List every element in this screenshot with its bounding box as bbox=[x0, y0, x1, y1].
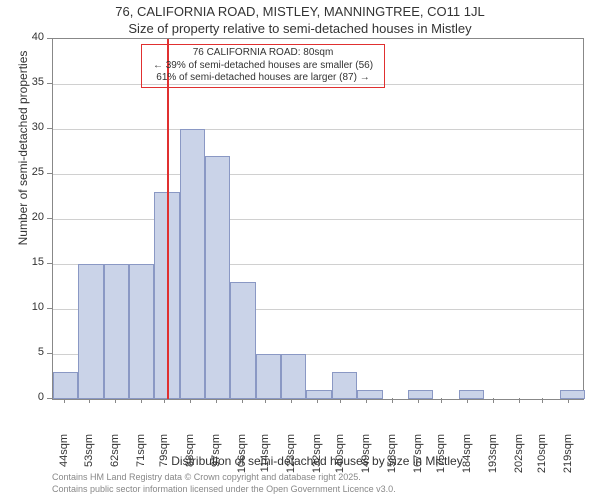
ytick-mark bbox=[47, 398, 52, 399]
ytick-mark bbox=[47, 308, 52, 309]
xtick-mark bbox=[542, 398, 543, 403]
xtick-mark bbox=[441, 398, 442, 403]
histogram-bar bbox=[205, 156, 230, 399]
xtick-label: 149sqm bbox=[360, 434, 372, 484]
histogram-bar bbox=[53, 372, 78, 399]
xtick-mark bbox=[493, 398, 494, 403]
ytick-label: 25 bbox=[22, 166, 44, 178]
xtick-label: 62sqm bbox=[109, 434, 121, 484]
gridline bbox=[53, 174, 583, 175]
chart-container: 76, CALIFORNIA ROAD, MISTLEY, MANNINGTRE… bbox=[0, 0, 600, 500]
ytick-label: 20 bbox=[22, 211, 44, 223]
xtick-mark bbox=[519, 398, 520, 403]
ytick-mark bbox=[47, 38, 52, 39]
xtick-label: 219sqm bbox=[562, 434, 574, 484]
annotation-box: 76 CALIFORNIA ROAD: 80sqm← 39% of semi-d… bbox=[141, 44, 385, 88]
annotation-line: 76 CALIFORNIA ROAD: 80sqm bbox=[146, 47, 380, 60]
histogram-bar bbox=[357, 390, 382, 399]
histogram-bar bbox=[332, 372, 357, 399]
ytick-mark bbox=[47, 83, 52, 84]
ytick-mark bbox=[47, 218, 52, 219]
ytick-label: 30 bbox=[22, 121, 44, 133]
xtick-label: 184sqm bbox=[461, 434, 473, 484]
ytick-label: 35 bbox=[22, 76, 44, 88]
xtick-label: 140sqm bbox=[334, 434, 346, 484]
gridline bbox=[53, 129, 583, 130]
annotation-line: ← 39% of semi-detached houses are smalle… bbox=[146, 60, 380, 73]
reference-line bbox=[167, 39, 169, 399]
histogram-bar bbox=[230, 282, 255, 399]
xtick-label: 53sqm bbox=[83, 434, 95, 484]
ytick-label: 15 bbox=[22, 256, 44, 268]
histogram-bar bbox=[78, 264, 103, 399]
gridline bbox=[53, 219, 583, 220]
histogram-bar bbox=[129, 264, 154, 399]
y-axis-label: Number of semi-detached properties bbox=[16, 0, 30, 328]
chart-title-line1: 76, CALIFORNIA ROAD, MISTLEY, MANNINGTRE… bbox=[0, 4, 600, 19]
histogram-bar bbox=[306, 390, 331, 399]
ytick-mark bbox=[47, 353, 52, 354]
histogram-bar bbox=[180, 129, 205, 399]
chart-title-line2: Size of property relative to semi-detach… bbox=[0, 21, 600, 36]
histogram-bar bbox=[104, 264, 129, 399]
ytick-label: 40 bbox=[22, 31, 44, 43]
xtick-label: 175sqm bbox=[435, 434, 447, 484]
histogram-bar bbox=[408, 390, 433, 399]
ytick-mark bbox=[47, 173, 52, 174]
attribution-line2: Contains public sector information licen… bbox=[52, 484, 396, 496]
xtick-label: 158sqm bbox=[386, 434, 398, 484]
xtick-label: 123sqm bbox=[285, 434, 297, 484]
xtick-label: 210sqm bbox=[536, 434, 548, 484]
histogram-bar bbox=[459, 390, 484, 399]
xtick-label: 71sqm bbox=[135, 434, 147, 484]
histogram-bar bbox=[281, 354, 306, 399]
xtick-label: 193sqm bbox=[487, 434, 499, 484]
xtick-label: 97sqm bbox=[210, 434, 222, 484]
xtick-label: 167sqm bbox=[412, 434, 424, 484]
ytick-label: 5 bbox=[22, 346, 44, 358]
plot-area: 76 CALIFORNIA ROAD: 80sqm← 39% of semi-d… bbox=[52, 38, 584, 400]
xtick-label: 106sqm bbox=[236, 434, 248, 484]
xtick-label: 132sqm bbox=[311, 434, 323, 484]
ytick-label: 10 bbox=[22, 301, 44, 313]
xtick-label: 114sqm bbox=[259, 434, 271, 484]
xtick-label: 202sqm bbox=[513, 434, 525, 484]
histogram-bar bbox=[256, 354, 281, 399]
annotation-line: 61% of semi-detached houses are larger (… bbox=[146, 72, 380, 85]
xtick-label: 88sqm bbox=[184, 434, 196, 484]
xtick-label: 79sqm bbox=[158, 434, 170, 484]
ytick-mark bbox=[47, 128, 52, 129]
ytick-mark bbox=[47, 263, 52, 264]
xtick-mark bbox=[392, 398, 393, 403]
xtick-label: 44sqm bbox=[58, 434, 70, 484]
ytick-label: 0 bbox=[22, 391, 44, 403]
histogram-bar bbox=[560, 390, 585, 399]
